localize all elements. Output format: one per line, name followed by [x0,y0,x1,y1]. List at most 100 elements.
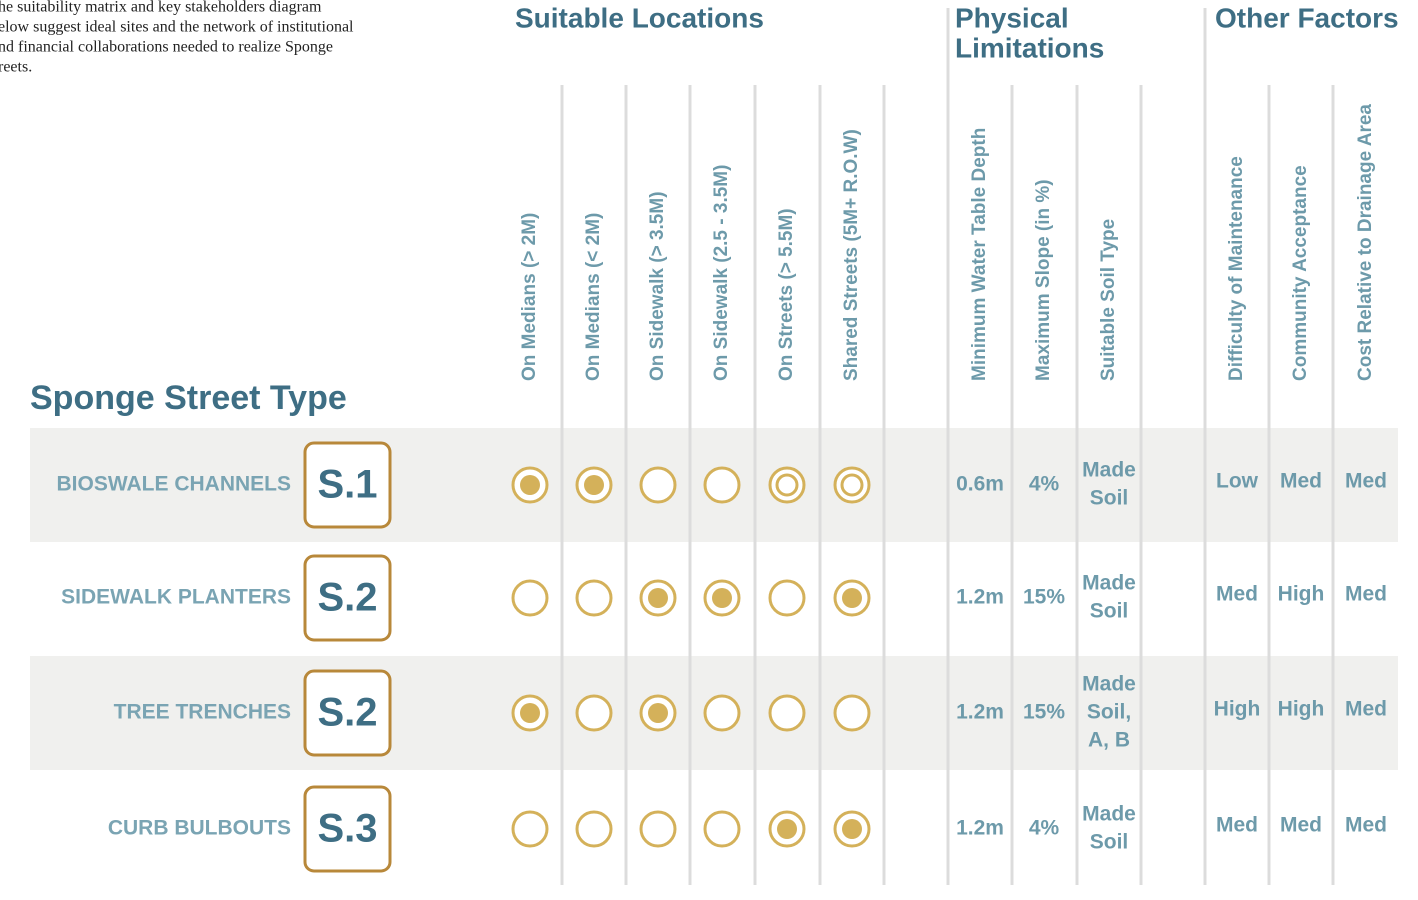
row-name: CURB BULBOUTS [108,817,291,840]
suitability-symbol [639,810,677,848]
code-box [303,554,392,642]
symbol-dot [712,588,732,608]
symbol-ring [775,473,799,497]
value: 0.6m [956,473,1004,496]
suitability-symbol [833,466,871,504]
symbol-outer [768,694,806,732]
code-box [303,441,392,529]
value: Med [1216,583,1258,606]
suitability-symbol [511,466,549,504]
soil-line: Soil [1090,487,1129,510]
symbol-outer [639,810,677,848]
row-name: TREE TRENCHES [114,701,291,724]
intro-line: elow suggest ideal sites and the network… [0,19,354,36]
value: 1.2m [956,701,1004,724]
value: 4% [1029,817,1060,840]
soil-line: Soil [1090,831,1129,854]
value: Med [1280,814,1322,837]
symbol-outer [703,466,741,504]
group-heading: Other Factors [1215,2,1399,33]
symbol-outer [575,694,613,732]
code-box [303,785,392,873]
symbol-dot [648,703,668,723]
symbol-outer [833,466,871,504]
symbol-dot [648,588,668,608]
suitability-symbol [511,810,549,848]
intro-line: reets. [0,59,32,76]
value: Med [1216,814,1258,837]
intro-line: he suitability matrix and key stakeholde… [0,0,322,16]
row-header: Sponge Street Type [30,379,347,417]
value: 1.2m [956,817,1004,840]
soil-line: A, B [1088,729,1130,752]
suitability-symbol [833,694,871,732]
code: S.2 [317,691,377,735]
symbol-dot [777,819,797,839]
symbol-outer [703,810,741,848]
suitability-symbol [639,579,677,617]
soil-line: Made [1082,572,1136,595]
column-header: Suitable Soil Type [1098,219,1119,381]
code: S.1 [317,463,377,507]
column-header: Shared Streets (5M+ R.O.W) [841,129,862,381]
soil-line: Made [1082,803,1136,826]
row-name: SIDEWALK PLANTERS [61,586,291,609]
suitability-symbol [768,579,806,617]
value: Med [1345,470,1387,493]
column-header: On Medians (< 2M) [583,213,604,381]
value: High [1278,583,1325,606]
symbol-ring [840,473,864,497]
value: Med [1280,470,1322,493]
symbol-outer [833,694,871,732]
suitability-symbol [575,466,613,504]
column-header: On Sidewalk (2.5 - 3.5M) [711,165,732,381]
value: 15% [1023,586,1065,609]
suitability-symbol [511,579,549,617]
suitability-symbol [511,694,549,732]
suitability-symbol [768,810,806,848]
soil-line: Soil [1090,600,1129,623]
symbol-dot [842,588,862,608]
column-header: Maximum Slope (in %) [1033,179,1054,381]
column-header: On Streets (> 5.5M) [776,208,797,381]
suitability-symbol [703,694,741,732]
symbol-outer [703,694,741,732]
suitability-symbol [833,579,871,617]
value: High [1278,698,1325,721]
suitability-symbol [575,810,613,848]
soil-line: Made [1082,459,1136,482]
suitability-symbol [639,694,677,732]
column-header: On Medians (> 2M) [519,213,540,381]
value: Med [1345,814,1387,837]
symbol-dot [842,819,862,839]
column-header: Community Acceptance [1290,165,1311,381]
suitability-symbol [575,579,613,617]
suitability-symbol [703,466,741,504]
value: 1.2m [956,586,1004,609]
column-header: On Sidewalk (> 3.5M) [647,191,668,381]
group-heading: Suitable Locations [515,2,764,33]
symbol-outer [511,810,549,848]
soil-line: Soil, [1087,701,1131,724]
code: S.2 [317,576,377,620]
intro-line: nd financial collaborations needed to re… [0,39,333,56]
column-header: Cost Relative to Drainage Area [1355,104,1376,381]
group-heading: Physical [955,2,1069,33]
value: 15% [1023,701,1065,724]
column-header: Minimum Water Table Depth [969,128,990,381]
column-header: Difficulty of Maintenance [1226,156,1247,381]
value: Med [1345,698,1387,721]
suitability-symbol [768,694,806,732]
symbol-outer [575,810,613,848]
code-box [303,669,392,757]
code: S.3 [317,807,377,851]
symbol-outer [575,579,613,617]
suitability-symbol [833,810,871,848]
symbol-outer [768,466,806,504]
value: Low [1216,470,1259,493]
row-name: BIOSWALE CHANNELS [56,473,291,496]
suitability-symbol [703,579,741,617]
symbol-dot [584,475,604,495]
symbol-dot [520,703,540,723]
